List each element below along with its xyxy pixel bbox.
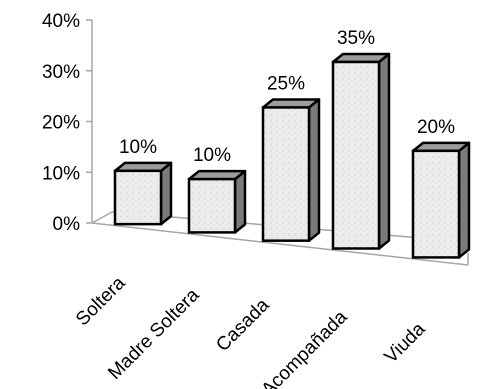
y-tick-label: 30% [42, 62, 80, 83]
y-axis-ticks: 0% 10% 20% 30% 40% [42, 11, 92, 235]
bar [187, 169, 247, 234]
category-label: Casada [212, 294, 273, 355]
bar-front [113, 169, 163, 226]
bar-side [307, 98, 321, 242]
bar [113, 161, 173, 226]
bar-front [187, 177, 237, 234]
data-labels: 10% 10% 25% 35% 20% [119, 28, 455, 166]
data-label: 10% [193, 145, 231, 166]
bar [261, 98, 321, 242]
data-label: 10% [119, 137, 157, 158]
bar [331, 52, 391, 250]
floor-front-edge [91, 222, 469, 266]
bar [411, 141, 471, 259]
data-label: 25% [267, 73, 305, 94]
bar-side [159, 161, 173, 226]
bar-front [411, 149, 461, 259]
category-label: Viuda [381, 318, 430, 367]
bar-side [377, 52, 391, 250]
bar-front [331, 60, 381, 250]
bar-side [457, 141, 471, 259]
bar-series [113, 52, 471, 259]
y-tick-label: 20% [42, 113, 80, 134]
y-tick-label: 0% [53, 214, 81, 235]
category-label: Acompañada [258, 306, 352, 389]
data-label: 35% [337, 28, 375, 49]
y-tick-label: 40% [42, 11, 80, 32]
y-tick-label: 10% [42, 163, 80, 184]
floor-left-edge [91, 211, 113, 224]
category-label: Soltera [72, 272, 130, 330]
category-label: Madre Soltera [104, 284, 204, 384]
bar-side [233, 169, 247, 234]
data-label: 20% [417, 117, 455, 138]
bar-front [261, 106, 311, 242]
